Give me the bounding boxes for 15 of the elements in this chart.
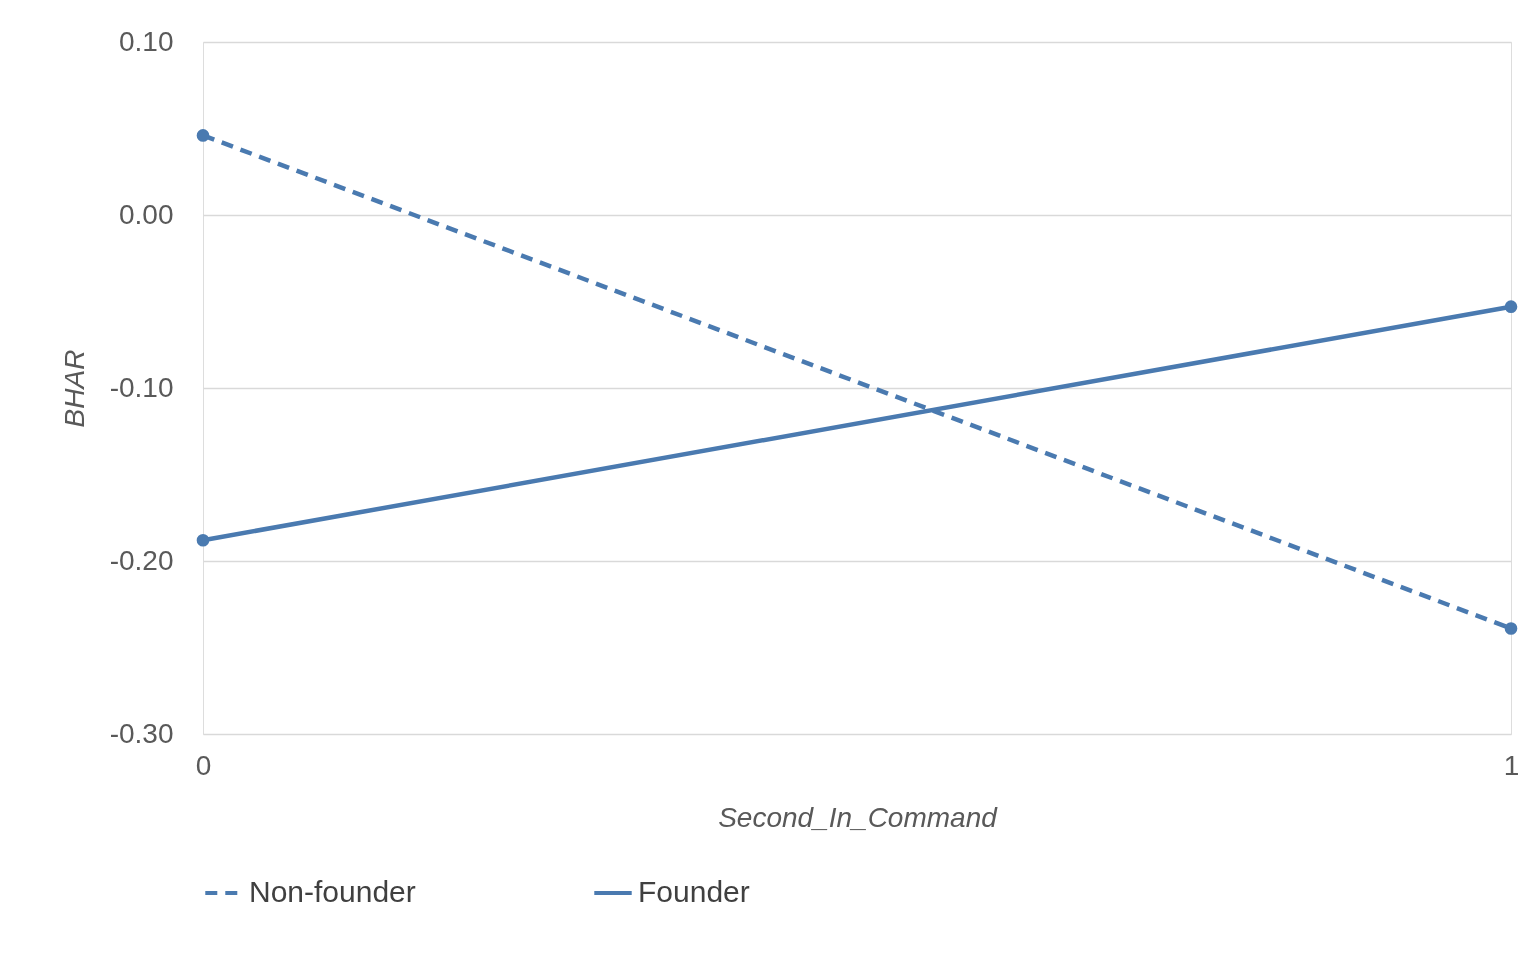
point xyxy=(1504,300,1518,313)
y-tick-label: -0.20 xyxy=(109,544,174,576)
y-tick-label: 0.10 xyxy=(119,25,174,57)
y-axis-title: BHAR xyxy=(58,349,90,428)
y-tick-label: -0.10 xyxy=(109,371,174,403)
legend-label: Founder xyxy=(638,875,750,908)
point xyxy=(196,533,210,547)
x-tick-label: 1 xyxy=(1503,749,1520,781)
y-tick-label: 0.00 xyxy=(119,198,174,230)
x-axis-title: Second_In_Command xyxy=(718,801,999,833)
y-tick-label: -0.30 xyxy=(109,717,174,749)
point xyxy=(1504,622,1518,635)
point xyxy=(196,129,210,142)
legend-label: Non-founder xyxy=(249,875,416,908)
x-tick-label: 0 xyxy=(195,749,212,781)
